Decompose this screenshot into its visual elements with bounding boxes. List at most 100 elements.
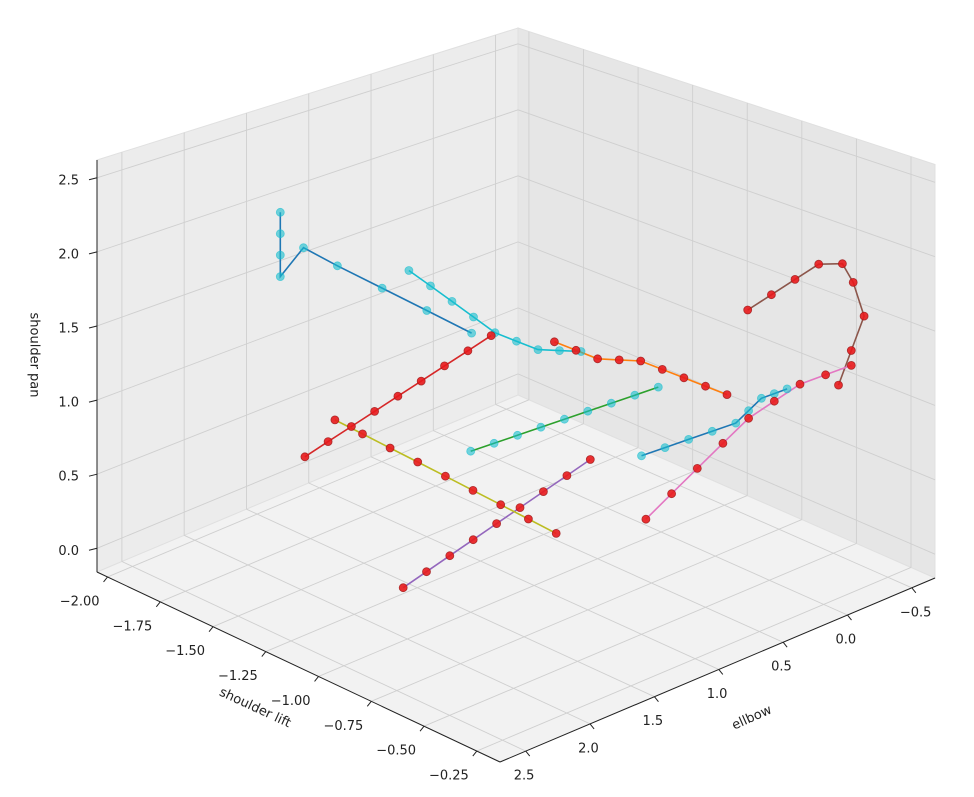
x-tick — [208, 626, 214, 633]
z-tick — [88, 177, 98, 181]
z-tick-label: 2.5 — [58, 173, 79, 188]
point — [657, 364, 667, 374]
point — [468, 485, 478, 495]
point — [275, 250, 285, 260]
point — [769, 389, 779, 399]
x-tick — [472, 750, 478, 757]
point — [585, 455, 595, 464]
point — [795, 379, 805, 389]
point — [782, 384, 792, 394]
point — [637, 451, 646, 461]
point — [496, 500, 506, 510]
point — [743, 305, 753, 315]
point — [641, 514, 651, 524]
point — [275, 272, 285, 282]
grid-line — [246, 508, 655, 698]
point — [332, 261, 342, 271]
point — [275, 207, 285, 217]
z-tick — [88, 251, 98, 255]
x-tick-label: −1.50 — [165, 644, 205, 659]
point — [660, 443, 670, 453]
point — [440, 471, 450, 481]
point — [492, 519, 502, 528]
y-tick-label: 0.0 — [835, 633, 856, 648]
point — [838, 259, 847, 269]
point — [701, 381, 710, 391]
point — [377, 283, 387, 293]
point — [692, 463, 702, 473]
y-tick — [782, 641, 788, 648]
point — [468, 535, 478, 545]
point — [422, 306, 432, 315]
point — [821, 370, 830, 380]
point — [846, 360, 856, 370]
point — [560, 414, 569, 424]
grid-line — [423, 543, 857, 727]
z-axis-label: shoulder pan — [27, 312, 42, 397]
point — [404, 266, 414, 275]
point — [593, 354, 602, 364]
grid-line — [121, 561, 526, 752]
grid-line — [370, 456, 784, 643]
grid-line — [433, 430, 848, 616]
point — [614, 355, 624, 365]
point — [814, 259, 824, 269]
point — [486, 331, 496, 341]
y-tick-label: 2.5 — [514, 769, 535, 784]
point — [539, 487, 548, 497]
point — [413, 457, 423, 467]
marks — [275, 207, 869, 593]
grid-line — [160, 423, 584, 603]
x-tick — [155, 601, 161, 608]
y-tick — [525, 750, 531, 757]
point — [323, 437, 333, 447]
x-axis-line — [96, 571, 501, 763]
point — [416, 376, 426, 386]
y-tick — [718, 669, 724, 675]
y-tick-label: 0.5 — [771, 660, 792, 675]
grid-line — [476, 567, 912, 752]
z-tick — [88, 399, 98, 403]
point — [846, 346, 856, 355]
y-tick — [911, 587, 917, 594]
point — [606, 398, 616, 408]
point — [489, 438, 499, 448]
x-tick-label: −1.00 — [271, 694, 311, 709]
y-tick-label: 1.0 — [707, 687, 728, 702]
x-tick-label: −2.00 — [60, 594, 100, 609]
point — [466, 446, 476, 456]
point — [463, 346, 473, 356]
point — [562, 471, 572, 481]
x-tick-label: −0.25 — [429, 769, 469, 784]
x-tick — [103, 576, 108, 583]
point — [445, 551, 455, 561]
point — [636, 356, 646, 366]
point — [744, 413, 753, 423]
point — [422, 567, 431, 577]
point — [848, 277, 858, 287]
point — [426, 281, 435, 291]
point — [859, 311, 869, 321]
point — [533, 345, 543, 355]
point — [299, 243, 308, 253]
x-tick-label: −1.25 — [218, 669, 258, 684]
point — [385, 443, 395, 453]
point — [398, 583, 408, 593]
grid-line — [96, 373, 519, 549]
z-tick — [88, 325, 98, 329]
point — [358, 429, 367, 439]
point — [653, 382, 663, 392]
point — [447, 296, 457, 306]
point — [744, 406, 753, 416]
point — [707, 426, 717, 436]
point — [718, 438, 728, 448]
z-tick — [88, 473, 98, 477]
grid-line — [517, 175, 936, 332]
point — [834, 380, 843, 390]
point — [512, 336, 521, 346]
z-tick-label: 0.5 — [58, 470, 79, 485]
grid-line — [308, 482, 719, 670]
point — [769, 396, 779, 406]
point — [684, 434, 693, 444]
y-tick-label: 1.5 — [642, 714, 663, 729]
